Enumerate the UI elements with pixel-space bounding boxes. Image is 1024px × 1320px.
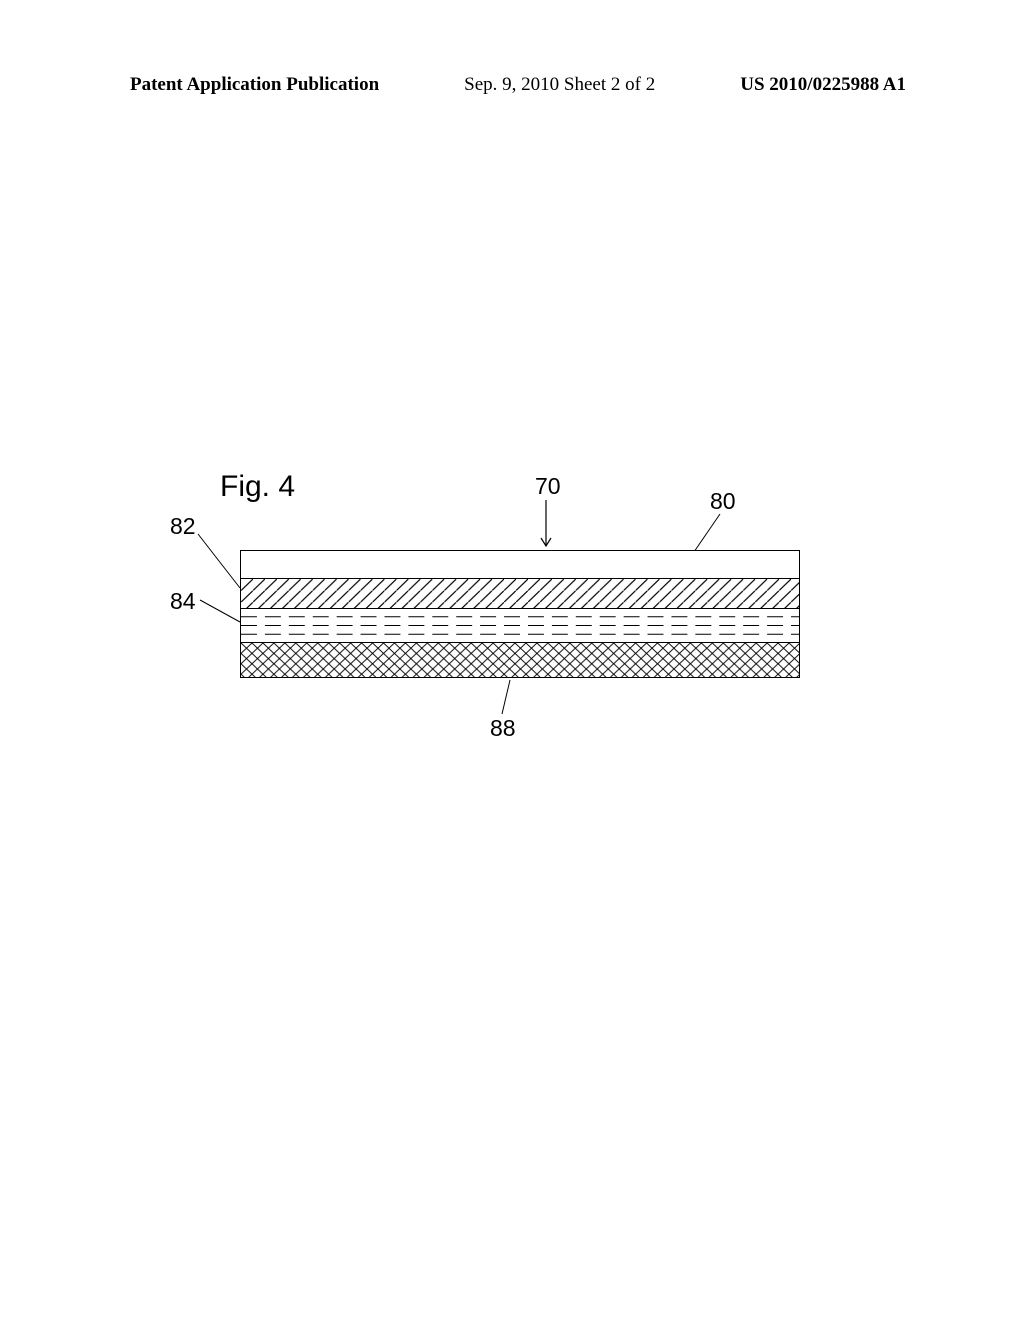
- figure-4: Fig. 4 70 80 82 84 88: [180, 470, 820, 800]
- layer-80: [240, 550, 800, 578]
- layer-stack: [240, 550, 800, 678]
- layer-84: [240, 608, 800, 642]
- layer-88: [240, 642, 800, 678]
- header-right: US 2010/0225988 A1: [740, 74, 906, 96]
- page-header: Patent Application Publication Sep. 9, 2…: [0, 74, 1024, 96]
- layer-82: [240, 578, 800, 608]
- header-center: Sep. 9, 2010 Sheet 2 of 2: [464, 74, 655, 96]
- header-left: Patent Application Publication: [130, 74, 379, 96]
